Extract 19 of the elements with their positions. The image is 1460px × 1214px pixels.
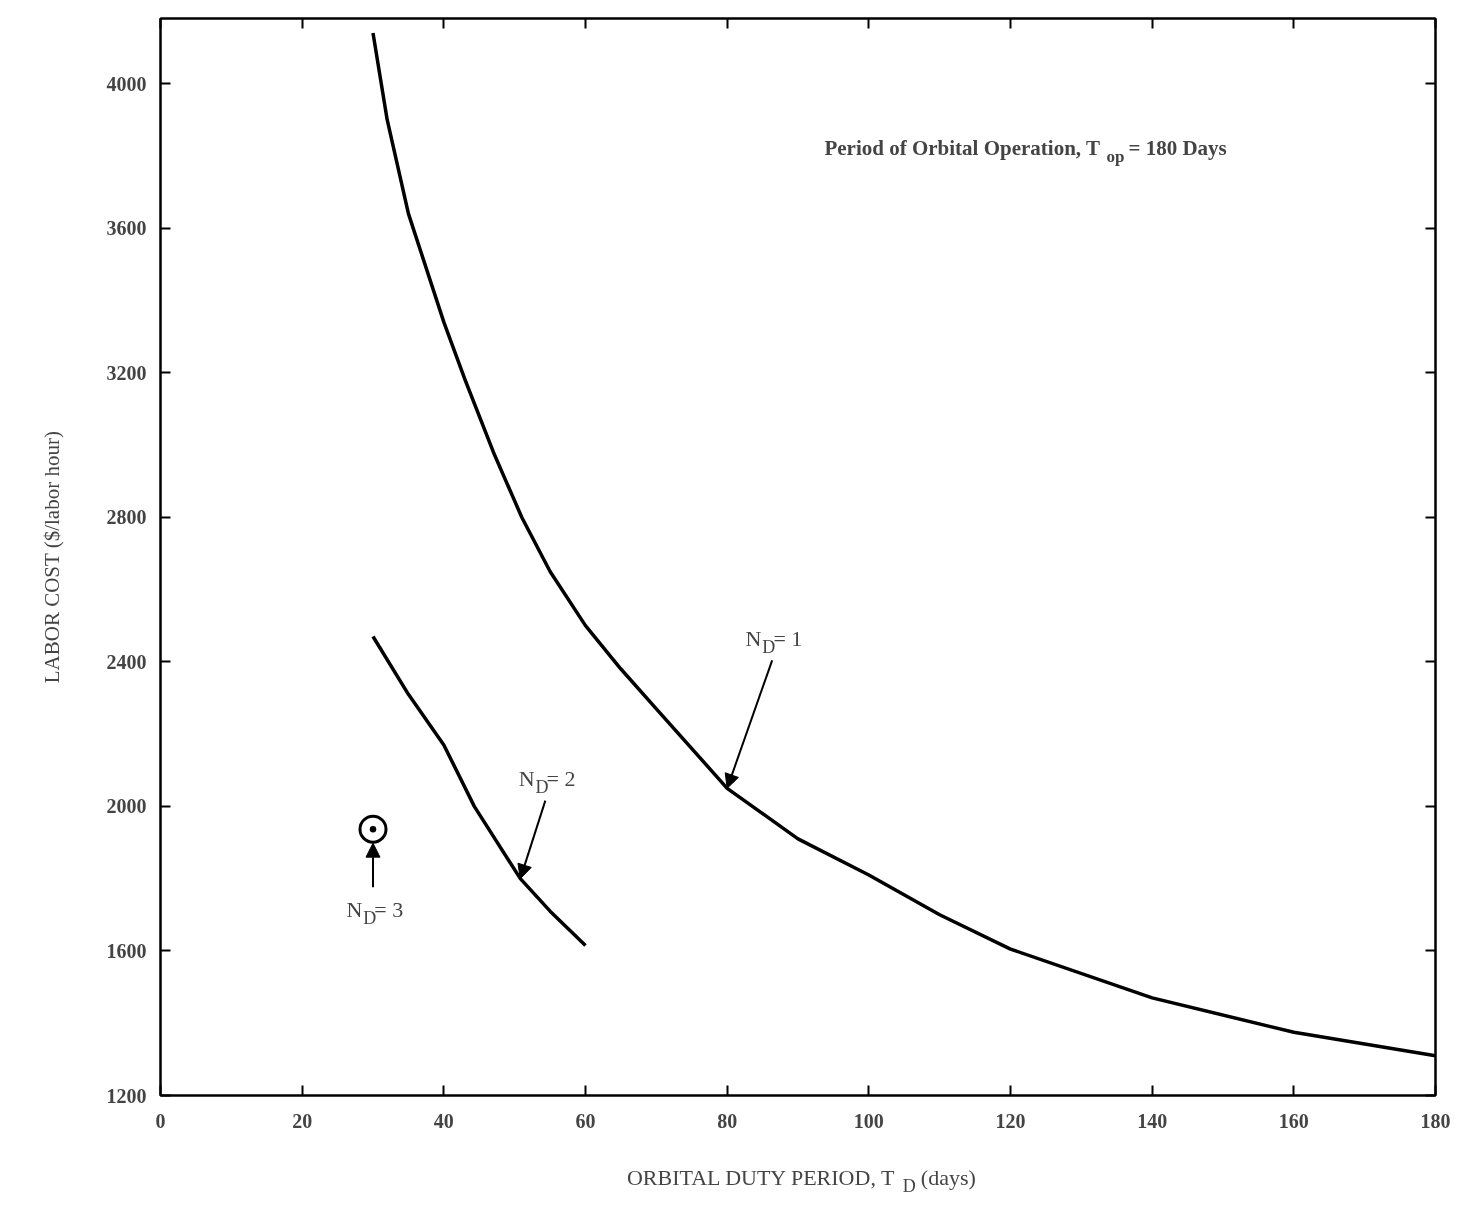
y-axis-title: LABOR COST ($/labor hour) bbox=[39, 431, 64, 684]
x-tick-label: 40 bbox=[433, 1109, 454, 1132]
x-tick-label: 20 bbox=[292, 1109, 313, 1132]
y-tick-label: 3600 bbox=[106, 217, 147, 240]
x-tick-label: 100 bbox=[853, 1109, 884, 1132]
x-tick-label: 0 bbox=[155, 1109, 166, 1132]
y-tick-label: 2400 bbox=[106, 650, 147, 673]
x-tick-label: 120 bbox=[995, 1109, 1026, 1132]
y-tick-label: 2800 bbox=[106, 506, 147, 529]
x-tick-label: 140 bbox=[1137, 1109, 1168, 1132]
y-tick-label: 4000 bbox=[106, 72, 147, 95]
x-tick-label: 180 bbox=[1420, 1109, 1451, 1132]
x-tick-label: 160 bbox=[1278, 1109, 1309, 1132]
x-tick-label: 80 bbox=[717, 1109, 738, 1132]
y-tick-label: 2000 bbox=[106, 795, 147, 818]
x-tick-label: 60 bbox=[575, 1109, 596, 1132]
y-tick-label: 1600 bbox=[106, 939, 147, 962]
y-tick-label: 3200 bbox=[106, 361, 147, 384]
y-tick-label: 1200 bbox=[106, 1084, 147, 1107]
